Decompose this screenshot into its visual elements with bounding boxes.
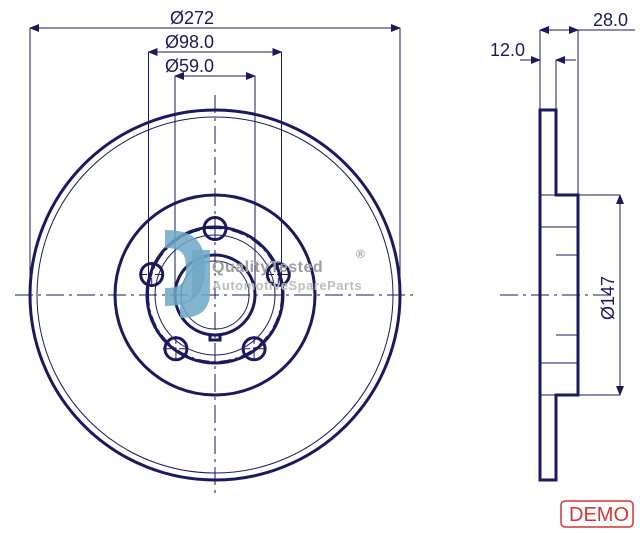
dim-d98-label: Ø98.0 [165,32,214,52]
drawing-canvas: Ø272 Ø98.0 Ø59.0 12.0 [0,0,640,533]
dim-d59-label: Ø59.0 [165,56,214,76]
side-view [500,110,610,480]
watermark: QualityTested ® AutomotiveSpareParts [165,230,365,318]
dim-d272-label: Ø272 [170,8,214,28]
watermark-line2: AutomotiveSpareParts [212,278,362,293]
dim-d147: Ø147 [578,195,620,395]
registered-icon: ® [356,247,365,261]
dim-offset: 28.0 [540,10,635,195]
dim-thickness-label: 12.0 [490,40,525,60]
dim-offset-label: 28.0 [593,10,628,30]
watermark-line1: QualityTested [212,259,323,276]
dim-d147-label: Ø147 [598,276,618,320]
demo-label: DEMO [569,504,629,526]
dim-thickness: 12.0 [490,40,576,110]
demo-stamp: DEMO [561,501,633,527]
